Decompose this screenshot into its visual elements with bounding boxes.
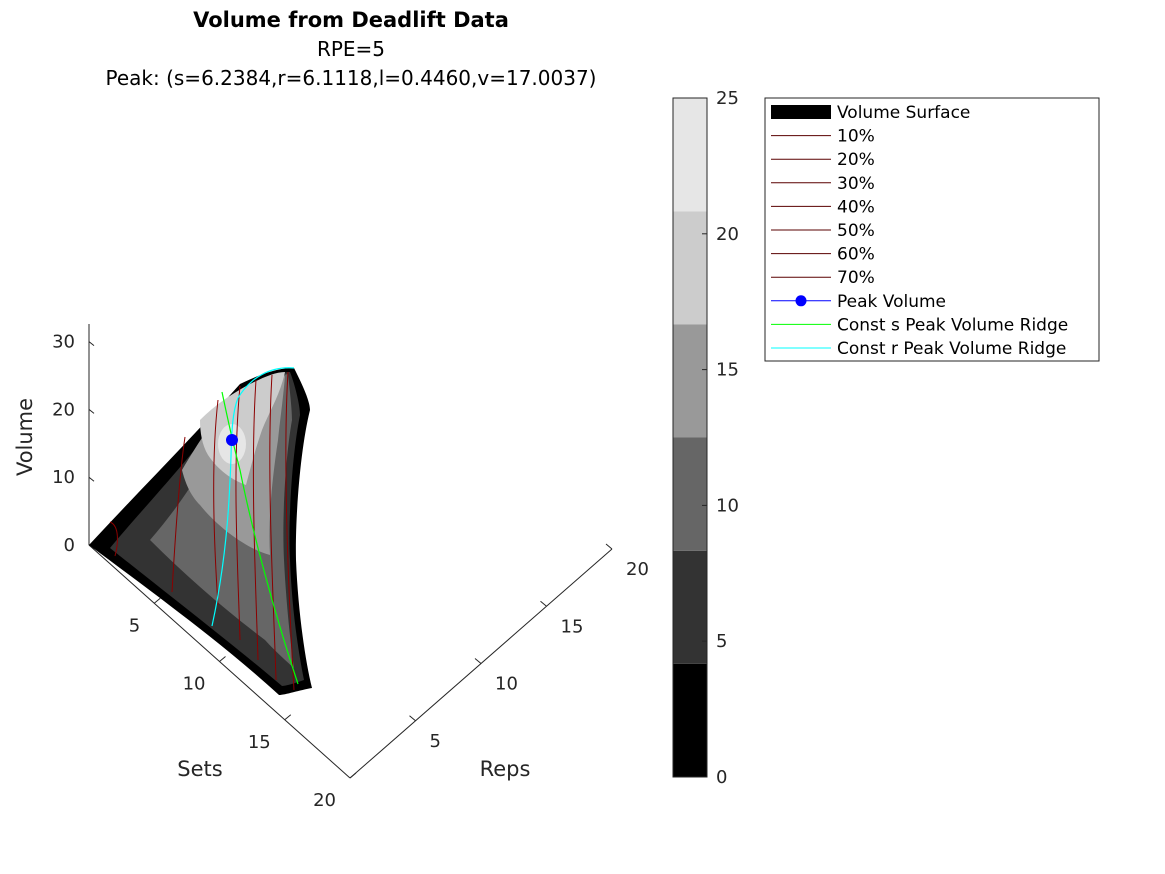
y-tick-label: 15 (561, 616, 584, 637)
const-s-ridge (221, 391, 299, 685)
legend-label: 70% (837, 268, 875, 288)
volume-surface (89, 368, 312, 695)
x-tick-mark (349, 772, 357, 779)
legend-label: 50% (837, 221, 875, 241)
x-axis-label: Sets (177, 757, 222, 781)
axes-3d: 5 10 15 20 5 10 15 20 0 10 20 30 Sets Reps Volume (13, 324, 649, 811)
contour-60 (269, 374, 277, 681)
z-tick-mark (88, 476, 95, 482)
z-tick-label: 10 (52, 467, 75, 488)
legend-label: Volume Surface (837, 103, 970, 123)
colorbar-band (673, 663, 707, 777)
colorbar-ticks: 0 5 10 15 20 25 (702, 88, 739, 788)
x-tick-label: 10 (183, 674, 206, 695)
tick-labels: 5 10 15 20 5 10 15 20 0 10 20 30 (52, 332, 649, 811)
colorbar-tick-label: 15 (716, 360, 739, 381)
x-tick-mark (153, 597, 161, 604)
legend-label: 40% (837, 197, 875, 217)
tick-marks (88, 341, 613, 779)
const-r-ridge (211, 367, 295, 627)
z-tick-mark (88, 544, 95, 550)
y-tick-label: 20 (626, 559, 649, 580)
colorbar-tick-label: 0 (716, 767, 727, 788)
x-tick-label: 5 (129, 615, 140, 636)
legend-label: 20% (837, 150, 875, 170)
contour-10 (109, 521, 118, 557)
y-tick-mark (540, 600, 547, 607)
contour-70 (285, 371, 295, 691)
z-tick-mark (88, 409, 95, 414)
colorbar-bands (673, 98, 707, 777)
peak-volume-marker (226, 434, 238, 446)
colorbar-tick-label: 25 (716, 88, 739, 109)
x-tick-mark (284, 714, 292, 721)
x-tick-label: 20 (313, 790, 336, 811)
peak-text: Peak: (s=6.2384,r=6.1118,l=0.4460,v=17.0… (106, 66, 597, 90)
legend-label: 60% (837, 245, 875, 265)
colorbar-band (673, 98, 707, 212)
x-tick-label: 15 (248, 732, 271, 753)
chart-subtitle: RPE=5 (317, 37, 385, 61)
legend: Volume Surface 10% 20% 30% 40% 50% 60% 70% Peak … (764, 97, 1100, 362)
z-tick-label: 20 (52, 399, 75, 420)
legend-items: Volume Surface 10% 20% 30% 40% 50% 60% 70% Peak … (771, 103, 1068, 359)
y-tick-label: 10 (495, 674, 518, 695)
colorbar-tick-label: 5 (716, 631, 727, 652)
z-tick-label: 30 (52, 332, 75, 353)
legend-label: Const s Peak Volume Ridge (837, 315, 1068, 335)
colorbar-tick-label: 20 (716, 224, 739, 245)
colorbar-tick-label: 10 (716, 495, 739, 516)
legend-marker (795, 295, 807, 307)
z-tick-label: 0 (64, 535, 75, 556)
legend-label: Const r Peak Volume Ridge (837, 339, 1066, 359)
colorbar: 0 5 10 15 20 25 (672, 88, 739, 788)
colorbar-band (673, 324, 707, 438)
legend-label: 10% (837, 127, 875, 147)
contour-lines (109, 371, 295, 691)
chart-title: Volume from Deadlift Data (193, 8, 509, 32)
colorbar-band (673, 211, 707, 325)
y-axis-label: Reps (480, 757, 531, 781)
y-tick-mark (409, 715, 416, 722)
z-axis-label: Volume (13, 398, 37, 476)
colorbar-band (673, 437, 707, 551)
x-tick-mark (219, 656, 226, 662)
contour-30 (213, 399, 219, 606)
legend-label: 30% (837, 174, 875, 194)
legend-swatch (771, 105, 831, 119)
z-tick-mark (88, 341, 95, 347)
contour-40 (235, 385, 241, 641)
y-tick-label: 5 (430, 731, 441, 752)
y-tick-mark (474, 658, 482, 664)
colorbar-band (673, 550, 707, 664)
contour-20 (171, 436, 186, 593)
y-tick-mark (605, 543, 613, 550)
legend-label: Peak Volume (837, 292, 946, 312)
contour-50 (252, 379, 259, 661)
colorbar-frame (672, 97, 708, 778)
